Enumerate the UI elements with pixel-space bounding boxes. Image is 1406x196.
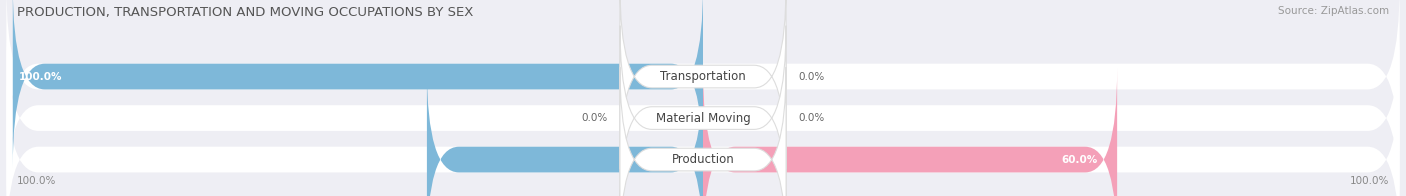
Text: PRODUCTION, TRANSPORTATION AND MOVING OCCUPATIONS BY SEX: PRODUCTION, TRANSPORTATION AND MOVING OC… [17, 6, 474, 19]
Text: 40.0%: 40.0% [20, 155, 56, 165]
Text: 0.0%: 0.0% [799, 72, 825, 82]
Text: 0.0%: 0.0% [799, 113, 825, 123]
Text: 60.0%: 60.0% [1062, 155, 1098, 165]
FancyBboxPatch shape [7, 27, 1399, 196]
Text: Production: Production [672, 153, 734, 166]
FancyBboxPatch shape [620, 26, 786, 196]
FancyBboxPatch shape [427, 69, 703, 196]
FancyBboxPatch shape [7, 0, 1399, 167]
FancyBboxPatch shape [703, 69, 1118, 196]
FancyBboxPatch shape [13, 0, 703, 167]
Text: Transportation: Transportation [661, 70, 745, 83]
Text: Source: ZipAtlas.com: Source: ZipAtlas.com [1278, 6, 1389, 16]
Text: 100.0%: 100.0% [20, 72, 63, 82]
Text: Material Moving: Material Moving [655, 112, 751, 125]
FancyBboxPatch shape [620, 0, 786, 169]
Text: 100.0%: 100.0% [17, 176, 56, 186]
Text: 100.0%: 100.0% [1350, 176, 1389, 186]
FancyBboxPatch shape [7, 69, 1399, 196]
Text: 0.0%: 0.0% [581, 113, 607, 123]
FancyBboxPatch shape [620, 67, 786, 196]
